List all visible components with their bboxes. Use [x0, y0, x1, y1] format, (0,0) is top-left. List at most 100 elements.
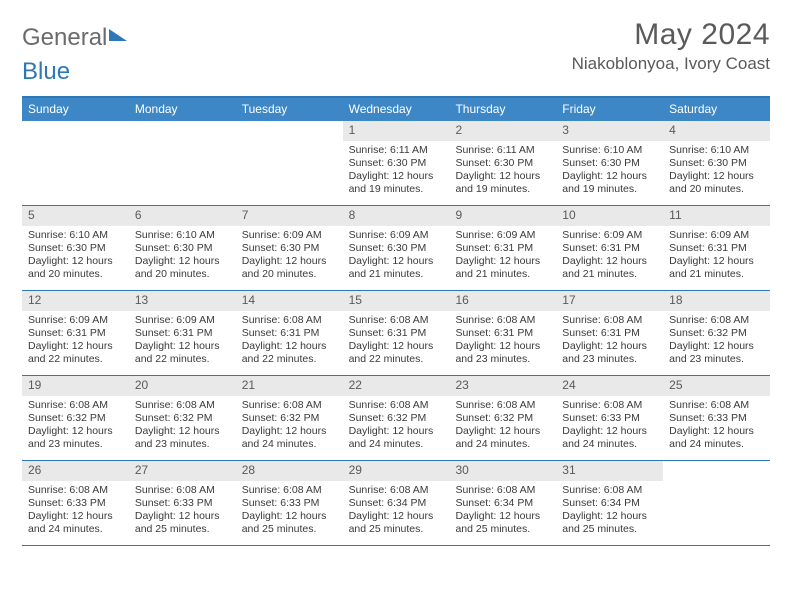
day-body: Sunrise: 6:10 AMSunset: 6:30 PMDaylight:…	[129, 226, 236, 286]
dl1-line: Daylight: 12 hours	[562, 510, 657, 523]
day-number: 4	[663, 121, 770, 141]
weeks-container: 1Sunrise: 6:11 AMSunset: 6:30 PMDaylight…	[22, 121, 770, 546]
dl2-line: and 24 minutes.	[349, 438, 444, 451]
sunset-line: Sunset: 6:30 PM	[349, 242, 444, 255]
dl2-line: and 19 minutes.	[562, 183, 657, 196]
dl1-line: Daylight: 12 hours	[455, 255, 550, 268]
dl1-line: Daylight: 12 hours	[28, 340, 123, 353]
day-body: Sunrise: 6:10 AMSunset: 6:30 PMDaylight:…	[556, 141, 663, 201]
day-number: 23	[449, 376, 556, 396]
sunset-line: Sunset: 6:32 PM	[135, 412, 230, 425]
dl2-line: and 22 minutes.	[28, 353, 123, 366]
day-number: 26	[22, 461, 129, 481]
day-body: Sunrise: 6:08 AMSunset: 6:31 PMDaylight:…	[236, 311, 343, 371]
dl2-line: and 21 minutes.	[455, 268, 550, 281]
sunset-line: Sunset: 6:30 PM	[562, 157, 657, 170]
day-body: Sunrise: 6:08 AMSunset: 6:32 PMDaylight:…	[129, 396, 236, 456]
sunset-line: Sunset: 6:32 PM	[349, 412, 444, 425]
dl2-line: and 25 minutes.	[135, 523, 230, 536]
dl1-line: Daylight: 12 hours	[242, 340, 337, 353]
dl1-line: Daylight: 12 hours	[135, 425, 230, 438]
calendar-cell: 4Sunrise: 6:10 AMSunset: 6:30 PMDaylight…	[663, 121, 770, 205]
sunrise-line: Sunrise: 6:08 AM	[349, 484, 444, 497]
dl1-line: Daylight: 12 hours	[669, 255, 764, 268]
sunset-line: Sunset: 6:31 PM	[242, 327, 337, 340]
title-block: May 2024 Niakoblonyoa, Ivory Coast	[572, 18, 770, 74]
day-body: Sunrise: 6:09 AMSunset: 6:31 PMDaylight:…	[556, 226, 663, 286]
sunset-line: Sunset: 6:31 PM	[349, 327, 444, 340]
dl2-line: and 25 minutes.	[562, 523, 657, 536]
day-body: Sunrise: 6:08 AMSunset: 6:34 PMDaylight:…	[556, 481, 663, 541]
dl2-line: and 21 minutes.	[349, 268, 444, 281]
sunset-line: Sunset: 6:31 PM	[562, 242, 657, 255]
dl1-line: Daylight: 12 hours	[669, 425, 764, 438]
sunrise-line: Sunrise: 6:08 AM	[562, 314, 657, 327]
dl2-line: and 20 minutes.	[135, 268, 230, 281]
day-body: Sunrise: 6:08 AMSunset: 6:33 PMDaylight:…	[129, 481, 236, 541]
day-body: Sunrise: 6:09 AMSunset: 6:30 PMDaylight:…	[343, 226, 450, 286]
sunrise-line: Sunrise: 6:08 AM	[28, 484, 123, 497]
dl1-line: Daylight: 12 hours	[562, 425, 657, 438]
dl2-line: and 23 minutes.	[135, 438, 230, 451]
weekday-header-row: Sunday Monday Tuesday Wednesday Thursday…	[22, 98, 770, 121]
sunrise-line: Sunrise: 6:11 AM	[455, 144, 550, 157]
dl1-line: Daylight: 12 hours	[562, 170, 657, 183]
day-number: 19	[22, 376, 129, 396]
calendar-cell: 26Sunrise: 6:08 AMSunset: 6:33 PMDayligh…	[22, 461, 129, 545]
calendar-page: General May 2024 Niakoblonyoa, Ivory Coa…	[0, 0, 792, 556]
dl1-line: Daylight: 12 hours	[562, 255, 657, 268]
sunrise-line: Sunrise: 6:10 AM	[135, 229, 230, 242]
day-number: 25	[663, 376, 770, 396]
sunset-line: Sunset: 6:31 PM	[28, 327, 123, 340]
day-body: Sunrise: 6:09 AMSunset: 6:31 PMDaylight:…	[449, 226, 556, 286]
day-number: 2	[449, 121, 556, 141]
calendar-week: 1Sunrise: 6:11 AMSunset: 6:30 PMDaylight…	[22, 121, 770, 206]
dl2-line: and 24 minutes.	[242, 438, 337, 451]
calendar-cell: 8Sunrise: 6:09 AMSunset: 6:30 PMDaylight…	[343, 206, 450, 290]
dl2-line: and 19 minutes.	[455, 183, 550, 196]
sunrise-line: Sunrise: 6:10 AM	[669, 144, 764, 157]
day-number: 5	[22, 206, 129, 226]
day-body: Sunrise: 6:08 AMSunset: 6:31 PMDaylight:…	[449, 311, 556, 371]
dl1-line: Daylight: 12 hours	[455, 510, 550, 523]
sunrise-line: Sunrise: 6:08 AM	[349, 399, 444, 412]
day-body: Sunrise: 6:10 AMSunset: 6:30 PMDaylight:…	[663, 141, 770, 201]
dl1-line: Daylight: 12 hours	[135, 340, 230, 353]
logo: General	[22, 18, 127, 52]
sunrise-line: Sunrise: 6:09 AM	[135, 314, 230, 327]
dl2-line: and 20 minutes.	[669, 183, 764, 196]
dl2-line: and 25 minutes.	[349, 523, 444, 536]
day-body: Sunrise: 6:08 AMSunset: 6:31 PMDaylight:…	[556, 311, 663, 371]
calendar-cell	[663, 461, 770, 545]
sunrise-line: Sunrise: 6:08 AM	[455, 484, 550, 497]
sunrise-line: Sunrise: 6:08 AM	[562, 484, 657, 497]
day-body: Sunrise: 6:08 AMSunset: 6:33 PMDaylight:…	[663, 396, 770, 456]
day-number: 29	[343, 461, 450, 481]
calendar-cell: 29Sunrise: 6:08 AMSunset: 6:34 PMDayligh…	[343, 461, 450, 545]
calendar-cell: 14Sunrise: 6:08 AMSunset: 6:31 PMDayligh…	[236, 291, 343, 375]
calendar-cell: 16Sunrise: 6:08 AMSunset: 6:31 PMDayligh…	[449, 291, 556, 375]
dl1-line: Daylight: 12 hours	[349, 170, 444, 183]
day-number: 14	[236, 291, 343, 311]
dl1-line: Daylight: 12 hours	[455, 425, 550, 438]
calendar-cell: 3Sunrise: 6:10 AMSunset: 6:30 PMDaylight…	[556, 121, 663, 205]
sunset-line: Sunset: 6:32 PM	[28, 412, 123, 425]
sunrise-line: Sunrise: 6:11 AM	[349, 144, 444, 157]
calendar-cell: 11Sunrise: 6:09 AMSunset: 6:31 PMDayligh…	[663, 206, 770, 290]
calendar-week: 19Sunrise: 6:08 AMSunset: 6:32 PMDayligh…	[22, 376, 770, 461]
sunset-line: Sunset: 6:30 PM	[669, 157, 764, 170]
sunset-line: Sunset: 6:33 PM	[669, 412, 764, 425]
calendar-cell: 21Sunrise: 6:08 AMSunset: 6:32 PMDayligh…	[236, 376, 343, 460]
calendar-cell: 13Sunrise: 6:09 AMSunset: 6:31 PMDayligh…	[129, 291, 236, 375]
dl1-line: Daylight: 12 hours	[669, 340, 764, 353]
dl1-line: Daylight: 12 hours	[28, 255, 123, 268]
sunset-line: Sunset: 6:33 PM	[562, 412, 657, 425]
calendar-cell: 15Sunrise: 6:08 AMSunset: 6:31 PMDayligh…	[343, 291, 450, 375]
day-body: Sunrise: 6:08 AMSunset: 6:34 PMDaylight:…	[343, 481, 450, 541]
calendar-cell	[236, 121, 343, 205]
dl1-line: Daylight: 12 hours	[669, 170, 764, 183]
dl1-line: Daylight: 12 hours	[455, 170, 550, 183]
day-number: 20	[129, 376, 236, 396]
sunrise-line: Sunrise: 6:09 AM	[669, 229, 764, 242]
day-number: 11	[663, 206, 770, 226]
